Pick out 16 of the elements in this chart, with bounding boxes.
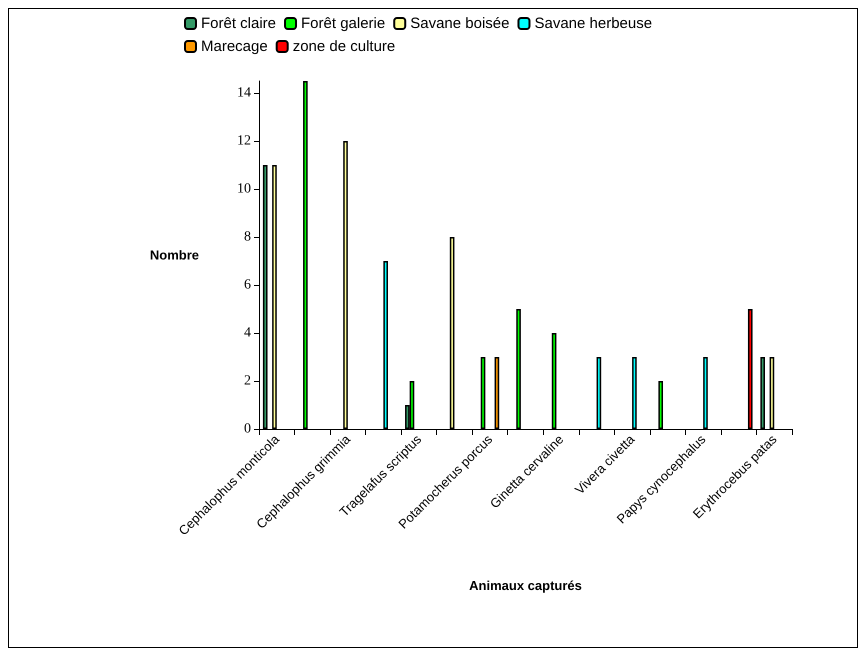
y-tick-label: 10	[237, 182, 251, 196]
legend-label: Forêt galerie	[301, 15, 386, 32]
y-tick-label: 0	[244, 422, 251, 436]
y-tick-label: 14	[237, 86, 251, 100]
legend-label: Savane herbeuse	[534, 15, 652, 32]
y-tick-label: 12	[237, 134, 251, 148]
legend-label: Forêt claire	[201, 15, 276, 32]
y-tick-label: 6	[244, 278, 251, 292]
y-axis-title: Nombre	[150, 248, 199, 262]
legend-label: Marecage	[201, 38, 268, 55]
y-tick-label: 8	[244, 230, 251, 244]
y-tick-label: 2	[244, 374, 251, 388]
legend-label: Savane boisée	[410, 15, 510, 32]
x-axis-title: Animaux capturés	[469, 578, 582, 593]
legend-label: zone de culture	[292, 38, 396, 55]
y-tick-label: 4	[244, 326, 251, 340]
